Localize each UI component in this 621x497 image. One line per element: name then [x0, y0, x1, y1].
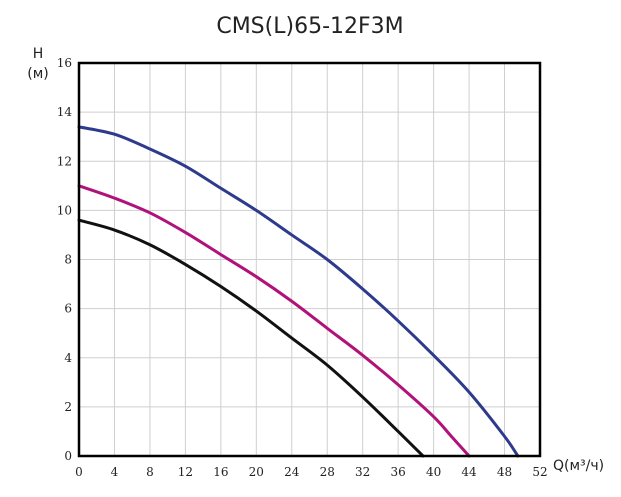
- x-tick-label: 4: [111, 465, 119, 479]
- y-tick-label: 6: [64, 302, 72, 316]
- x-tick-labels: 0 4 8 12 16 20 24 28 32 36 40 44 48 52: [75, 465, 547, 479]
- y-axis-label-h: H: [33, 46, 44, 62]
- y-tick-label: 0: [64, 449, 72, 463]
- y-tick-label: 12: [57, 154, 72, 168]
- y-tick-label: 8: [64, 253, 72, 267]
- y-tick-label: 10: [57, 203, 72, 217]
- x-tick-label: 32: [355, 465, 370, 479]
- y-axis-label-unit: (м): [27, 66, 49, 82]
- x-tick-label: 24: [284, 465, 300, 479]
- x-tick-label: 40: [426, 465, 441, 479]
- x-tick-label: 36: [391, 465, 406, 479]
- y-tick-label: 4: [64, 351, 72, 365]
- x-tick-label: 16: [213, 465, 228, 479]
- x-tick-label: 12: [178, 465, 193, 479]
- plot-frame: [77, 61, 542, 458]
- y-tick-label: 16: [57, 56, 72, 70]
- x-tick-label: 0: [75, 465, 83, 479]
- y-tick-label: 2: [64, 400, 72, 414]
- x-tick-label: 52: [532, 465, 547, 479]
- x-tick-label: 44: [461, 465, 477, 479]
- x-tick-label: 8: [146, 465, 154, 479]
- x-tick-label: 28: [320, 465, 335, 479]
- series-group: [77, 125, 520, 458]
- x-axis-label: Q(м³/ч): [553, 458, 604, 474]
- grid: [78, 62, 541, 457]
- series-line-2: [77, 184, 471, 458]
- series-line-3: [77, 218, 425, 458]
- series-line-1: [77, 125, 520, 458]
- x-tick-label: 48: [497, 465, 512, 479]
- y-tick-labels: 0 2 4 6 8 10 12 14 16: [57, 56, 73, 463]
- y-tick-label: 14: [57, 105, 73, 119]
- x-tick-label: 20: [249, 465, 264, 479]
- chart-title: CMS(L)65-12F3M: [216, 14, 403, 39]
